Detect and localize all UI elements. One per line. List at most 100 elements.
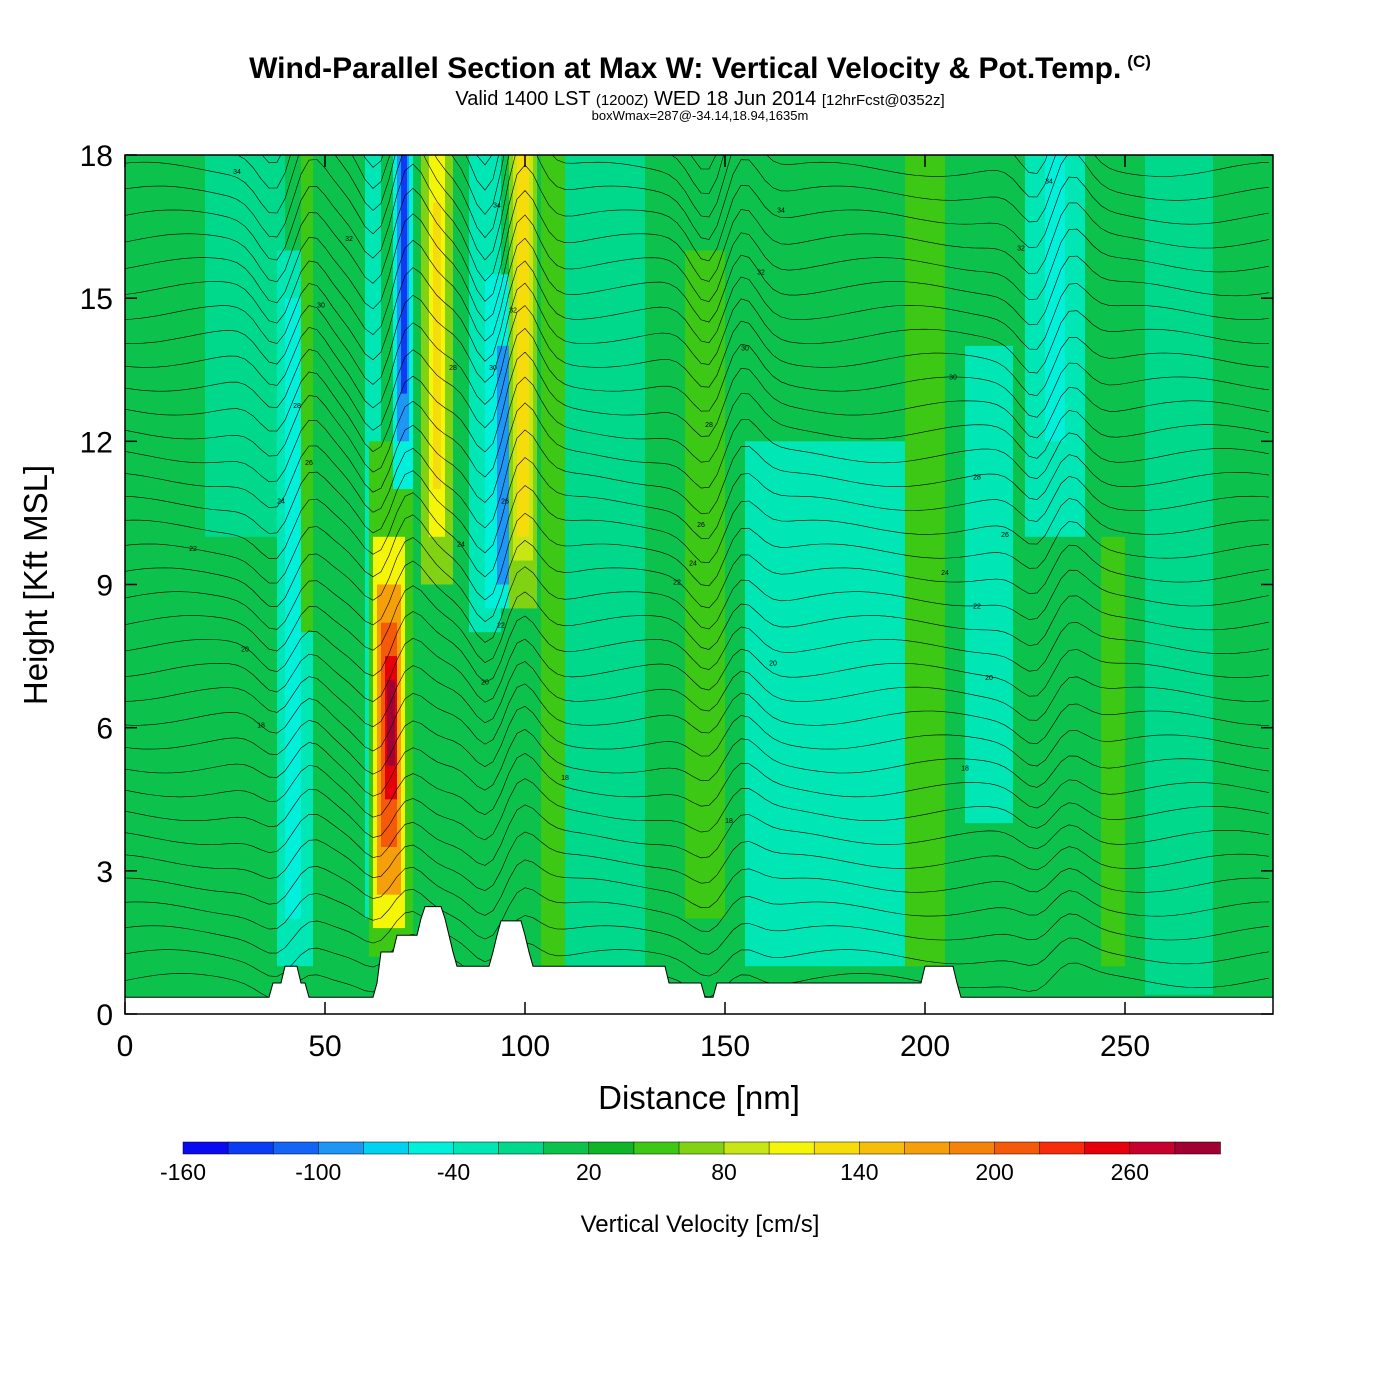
colorbar-swatch bbox=[498, 1141, 545, 1155]
contour-label: 24 bbox=[689, 560, 697, 567]
velocity-band bbox=[517, 155, 529, 537]
contour-label: 20 bbox=[985, 675, 993, 682]
y-tick-label: 0 bbox=[96, 999, 113, 1032]
contour-label: 28 bbox=[449, 365, 457, 372]
velocity-band bbox=[285, 298, 301, 919]
y-axis-title: Height [Kft MSL] bbox=[17, 465, 54, 705]
colorbar-swatch bbox=[543, 1141, 590, 1155]
colorbar-swatch bbox=[633, 1141, 680, 1155]
theta-contour bbox=[125, 457, 1270, 554]
contour-labels: 34 32 30 28 26 24 22 20 18 34 32 30 28 26 24 22 20 18 34 32… bbox=[189, 169, 1053, 825]
contour-label: 28 bbox=[293, 403, 301, 410]
theta-contour bbox=[125, 187, 1270, 302]
contour-label: 32 bbox=[509, 308, 517, 315]
title-text: Wind-Parallel Section at Max W: Vertical… bbox=[249, 52, 1122, 85]
velocity-band bbox=[125, 298, 149, 995]
theta-contour bbox=[125, 512, 1270, 601]
theta-contour bbox=[125, 429, 1270, 529]
colorbar-tick-label: -160 bbox=[160, 1159, 206, 1185]
y-tick-label: 15 bbox=[80, 283, 113, 316]
contour-label: 30 bbox=[317, 303, 325, 310]
theta-contour bbox=[125, 260, 1270, 362]
valid-time-text: Valid 1400 LST bbox=[455, 88, 591, 110]
contour-label: 34 bbox=[493, 203, 501, 210]
colorbar-tick-label: 200 bbox=[975, 1159, 1013, 1185]
contour-label: 30 bbox=[949, 374, 957, 381]
theta-contour bbox=[125, 351, 1270, 453]
velocity-band bbox=[965, 345, 1013, 824]
velocity-band bbox=[565, 155, 645, 991]
velocity-band bbox=[765, 489, 885, 895]
colorbar-tick-label: 140 bbox=[840, 1159, 878, 1185]
theta-contour bbox=[125, 911, 1270, 963]
velocity-band bbox=[387, 679, 395, 766]
colorbar-swatch bbox=[1039, 1141, 1086, 1155]
x-tick-label: 0 bbox=[117, 1030, 134, 1063]
theta-contour bbox=[125, 637, 1270, 703]
contour-label: 26 bbox=[1001, 532, 1009, 539]
colorbar-swatch bbox=[318, 1141, 365, 1155]
y-tick-label: 3 bbox=[96, 856, 113, 889]
theta-contour bbox=[125, 753, 1270, 818]
valid-date-text: WED 18 Jun 2014 bbox=[653, 88, 817, 110]
y-tick-label: 18 bbox=[80, 140, 113, 173]
contour-label: 26 bbox=[305, 460, 313, 467]
contour-label: 30 bbox=[741, 346, 749, 353]
contour-label: 26 bbox=[697, 522, 705, 529]
velocity-band bbox=[685, 250, 725, 919]
theta-contour bbox=[476, 155, 493, 166]
y-tick-label: 12 bbox=[80, 426, 113, 459]
theta-contour bbox=[125, 705, 1270, 775]
contour-label: 24 bbox=[457, 541, 465, 548]
contour-label: 22 bbox=[497, 623, 505, 630]
contour-label: 34 bbox=[233, 169, 241, 176]
contour-label: 34 bbox=[777, 207, 785, 214]
theta-contour bbox=[125, 831, 1270, 892]
contour-label: 32 bbox=[345, 236, 353, 243]
box-wmax-text: boxWmax=287@-34.14,18.94,1635m bbox=[591, 108, 809, 123]
theta-contour bbox=[125, 683, 1270, 752]
theta-contour bbox=[125, 485, 1269, 578]
colorbar-swatch bbox=[408, 1141, 455, 1155]
forecast-info-text: [12hrFcst@0352z] bbox=[821, 92, 945, 109]
colorbar-tick-label: 80 bbox=[711, 1159, 737, 1185]
contour-label: 28 bbox=[705, 422, 713, 429]
colorbar-tick-label: -40 bbox=[437, 1159, 470, 1185]
copyright-mark: (C) bbox=[1127, 52, 1151, 71]
valid-utc-text: (1200Z) bbox=[595, 92, 649, 109]
velocity-band bbox=[1145, 155, 1213, 995]
theta-contour bbox=[125, 537, 1270, 622]
colorbar-swatch bbox=[678, 1141, 725, 1155]
contour-label: 32 bbox=[1017, 245, 1025, 252]
theta-contour bbox=[125, 611, 1270, 683]
contour-label: 22 bbox=[189, 546, 197, 553]
x-tick-label: 100 bbox=[500, 1030, 550, 1063]
x-tick-label: 50 bbox=[308, 1030, 341, 1063]
colorbar: -160 -100 -40 20 80 140 200 260 bbox=[160, 1141, 1221, 1185]
theta-contour bbox=[261, 155, 717, 191]
colorbar-swatch bbox=[182, 1141, 229, 1155]
velocity-band bbox=[433, 202, 441, 489]
theta-contour bbox=[125, 376, 1270, 478]
theta-contour bbox=[125, 859, 1270, 916]
colorbar-tick-label: 20 bbox=[576, 1159, 602, 1185]
velocity-band bbox=[1101, 536, 1125, 967]
contour-label: 18 bbox=[561, 775, 569, 782]
colorbar-tick-label: 260 bbox=[1111, 1159, 1149, 1185]
theta-contour bbox=[125, 729, 1270, 797]
contour-label: 32 bbox=[757, 269, 765, 276]
contour-label: 24 bbox=[941, 570, 949, 577]
velocity-band bbox=[205, 155, 285, 537]
colorbar-swatch bbox=[859, 1141, 906, 1155]
theta-contour bbox=[125, 282, 1270, 385]
contour-label: 20 bbox=[241, 646, 249, 653]
velocity-band bbox=[301, 155, 313, 633]
theta-contour bbox=[125, 585, 1270, 663]
velocity-band bbox=[541, 155, 565, 986]
x-axis: 0 50 100 150 200 250 bbox=[117, 155, 1150, 1063]
x-tick-label: 200 bbox=[900, 1030, 950, 1063]
contour-label: 20 bbox=[769, 661, 777, 668]
theta-contour bbox=[125, 933, 1270, 984]
theta-contour bbox=[236, 155, 1048, 215]
colorbar-swatch bbox=[904, 1141, 951, 1155]
